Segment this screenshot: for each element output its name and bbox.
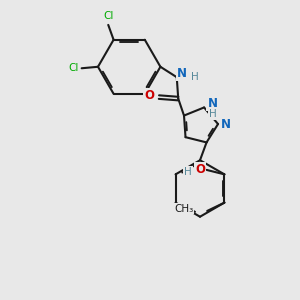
Text: O: O xyxy=(195,163,205,176)
Text: Cl: Cl xyxy=(68,63,79,73)
Text: N: N xyxy=(207,98,218,110)
Text: N: N xyxy=(221,118,231,130)
Text: N: N xyxy=(177,67,187,80)
Text: O: O xyxy=(144,89,154,102)
Text: H: H xyxy=(191,72,199,82)
Text: H: H xyxy=(208,109,216,119)
Text: Cl: Cl xyxy=(103,11,113,21)
Text: CH₃: CH₃ xyxy=(175,203,194,214)
Text: H: H xyxy=(184,167,192,177)
